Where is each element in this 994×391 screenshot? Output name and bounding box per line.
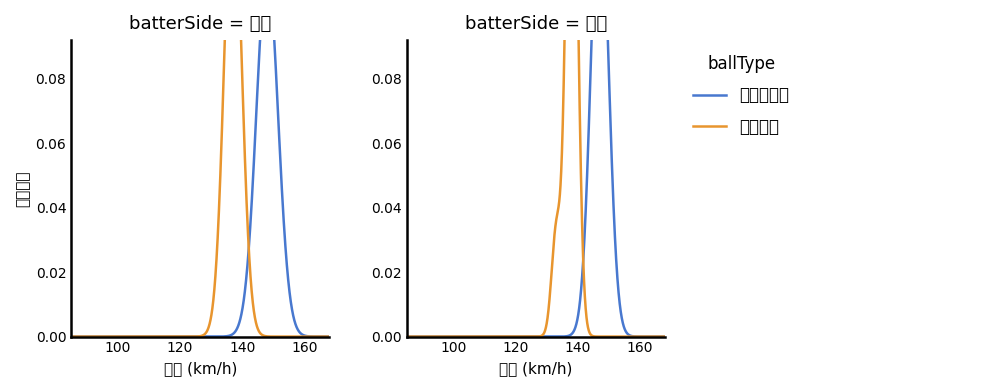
ストレート — [420, 334, 432, 339]
フォーク — [103, 334, 115, 339]
ストレート — [656, 334, 668, 339]
フォーク — [85, 334, 97, 339]
フォーク — [169, 334, 181, 339]
フォーク — [355, 334, 367, 339]
Y-axis label: 確率密度: 確率密度 — [15, 170, 30, 206]
ストレート — [169, 334, 181, 339]
ストレート — [518, 334, 530, 339]
ストレート — [321, 334, 333, 339]
ストレート — [50, 334, 62, 339]
フォーク — [385, 334, 397, 339]
Line: フォーク: フォーク — [56, 0, 367, 337]
フォーク — [518, 334, 530, 339]
Title: batterSide = 左打: batterSide = 左打 — [464, 15, 606, 33]
フォーク — [420, 334, 432, 339]
Line: ストレート: ストレート — [391, 0, 702, 337]
フォーク — [690, 334, 702, 339]
Line: ストレート: ストレート — [56, 0, 367, 337]
X-axis label: 球速 (km/h): 球速 (km/h) — [499, 361, 573, 376]
フォーク — [361, 334, 373, 339]
ストレート — [696, 334, 708, 339]
Title: batterSide = 右打: batterSide = 右打 — [129, 15, 271, 33]
ストレート — [361, 334, 373, 339]
ストレート — [355, 334, 367, 339]
ストレート — [385, 334, 397, 339]
Line: フォーク: フォーク — [391, 0, 702, 337]
フォーク — [50, 334, 62, 339]
ストレート — [438, 334, 450, 339]
フォーク — [321, 334, 333, 339]
フォーク — [656, 334, 668, 339]
ストレート — [85, 334, 97, 339]
ストレート — [690, 334, 702, 339]
X-axis label: 球速 (km/h): 球速 (km/h) — [163, 361, 237, 376]
Legend: ストレート, フォーク: ストレート, フォーク — [686, 48, 795, 142]
フォーク — [438, 334, 450, 339]
フォーク — [696, 334, 708, 339]
フォーク — [182, 334, 194, 339]
フォーク — [504, 334, 516, 339]
ストレート — [103, 334, 115, 339]
ストレート — [182, 334, 194, 339]
ストレート — [504, 334, 516, 339]
